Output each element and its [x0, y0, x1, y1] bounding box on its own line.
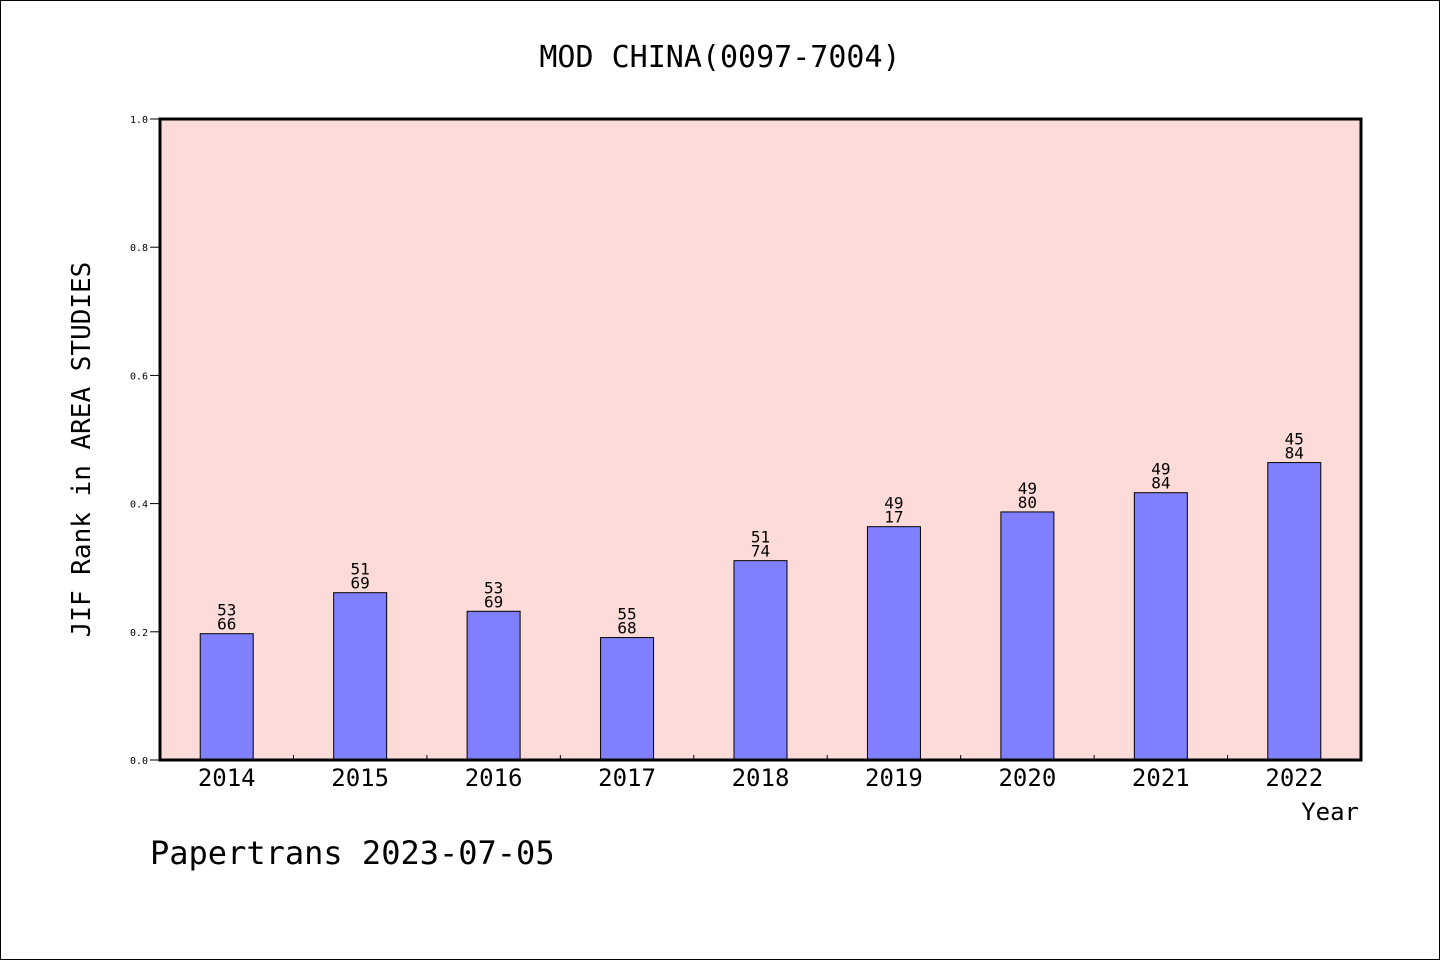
bar-data-label: 55: [617, 605, 636, 624]
bar-data-label: 74: [751, 542, 770, 561]
bar-2017: [600, 637, 655, 761]
bar-data-label: 53: [217, 601, 236, 620]
y-tick-label: 0.0: [130, 756, 148, 767]
bars-group: [199, 462, 1322, 761]
bar-data-label: 51: [351, 560, 370, 579]
y-tick-label: 1.0: [130, 115, 148, 126]
bar-data-label: 84: [1285, 444, 1304, 463]
bar-data-label: 69: [484, 592, 503, 611]
footer-credit: Papertrans 2023-07-05: [150, 834, 555, 872]
x-tick-label-2017: 2017: [598, 764, 656, 792]
bar-2021: [1133, 492, 1188, 761]
x-tick-label-2018: 2018: [732, 764, 790, 792]
bar-data-label: 84: [1151, 474, 1170, 493]
bar-data-label: 49: [1151, 460, 1170, 479]
bar-2016: [466, 610, 521, 761]
bar-2014: [199, 633, 254, 761]
x-tick-label-2019: 2019: [865, 764, 923, 792]
bar-2019: [866, 526, 921, 761]
plot-border: [158, 117, 1363, 762]
bar-data-label: 69: [351, 574, 370, 593]
y-tick-label: 0.8: [130, 243, 148, 254]
bar-data-label: 53: [484, 578, 503, 597]
y-tick-label: 0.4: [130, 500, 148, 511]
y-ticks-group: 0.0 0.2 0.4 0.6 0.8 1.0: [130, 115, 160, 767]
bar-2015: [333, 592, 388, 761]
bar-data-label: 66: [217, 615, 236, 634]
bar-data-label: 45: [1285, 430, 1304, 449]
y-axis-label: JIF Rank in AREA STUDIES: [67, 262, 97, 638]
bar-data-label: 49: [884, 494, 903, 513]
bar-data-label: 68: [617, 619, 636, 638]
bar-data-label: 51: [751, 528, 770, 547]
x-ticks-group: 2014 2015 2016 2017 2018 2019 2020 2021 2022: [198, 755, 1323, 792]
y-tick-label: 0.6: [130, 371, 148, 382]
bar-2020: [1000, 511, 1055, 761]
bar-2018: [733, 560, 788, 761]
bar-data-label: 17: [884, 508, 903, 527]
x-tick-label-2021: 2021: [1132, 764, 1190, 792]
bar-data-label: 49: [1018, 479, 1037, 498]
bar-data-label: 80: [1018, 493, 1037, 512]
x-tick-label-2022: 2022: [1265, 764, 1323, 792]
chart-title: MOD CHINA(0097-7004): [539, 40, 900, 75]
x-tick-label-2015: 2015: [331, 764, 389, 792]
bar-2022: [1267, 462, 1322, 761]
x-tick-label-2016: 2016: [465, 764, 523, 792]
x-tick-label-2020: 2020: [998, 764, 1056, 792]
x-tick-label-2014: 2014: [198, 764, 256, 792]
y-tick-label: 0.2: [130, 628, 148, 639]
x-axis-label: Year: [1301, 798, 1359, 826]
